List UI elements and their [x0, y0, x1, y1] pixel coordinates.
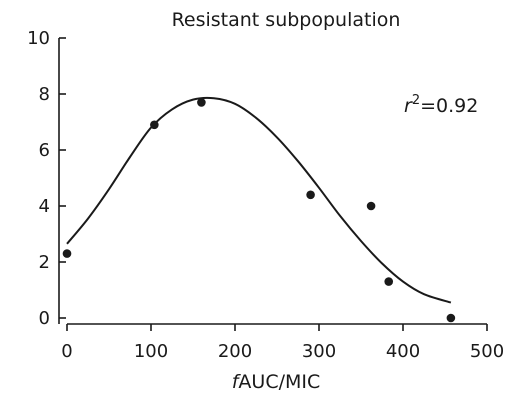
y-tick-label: 6 — [39, 140, 50, 161]
y-tick-label: 0 — [39, 308, 50, 329]
y-tick-label: 4 — [39, 196, 50, 217]
r-variable: r — [404, 95, 413, 117]
data-point — [446, 313, 456, 323]
data-point — [384, 277, 394, 286]
r-superscript: 2 — [412, 93, 420, 108]
x-tick-label: 400 — [386, 341, 420, 362]
y-tick-label: 10 — [27, 28, 50, 49]
x-tick-label: 100 — [134, 341, 168, 362]
chart-title: Resistant subpopulation — [172, 9, 401, 31]
x-tick-label: 200 — [218, 341, 252, 362]
data-point — [150, 120, 159, 130]
x-axis-ticks: 0 100 200 300 400 500 — [61, 324, 504, 362]
y-axis-ticks: 0 2 4 6 8 10 — [27, 28, 66, 329]
x-tick-label: 0 — [61, 341, 72, 362]
y-tick-label: 2 — [39, 252, 50, 273]
y-tick-label: 8 — [39, 84, 50, 105]
data-point — [366, 201, 376, 211]
data-point — [62, 249, 72, 258]
x-tick-label: 500 — [470, 341, 504, 362]
axes: 0 2 4 6 8 10 0 100 200 300 400 500 — [27, 28, 504, 362]
r-squared-annotation: r2=0.92 — [404, 93, 478, 117]
x-axis-title: fAUC/MIC — [232, 371, 321, 393]
x-axis-title-italic: f — [232, 371, 242, 393]
x-tick-label: 300 — [302, 341, 336, 362]
data-point — [306, 190, 315, 200]
data-point — [197, 98, 206, 107]
r-squared-value: =0.92 — [420, 95, 478, 117]
fitted-curve — [66, 96, 452, 304]
x-axis-title-rest: AUC/MIC — [238, 371, 320, 393]
data-points — [62, 98, 456, 323]
